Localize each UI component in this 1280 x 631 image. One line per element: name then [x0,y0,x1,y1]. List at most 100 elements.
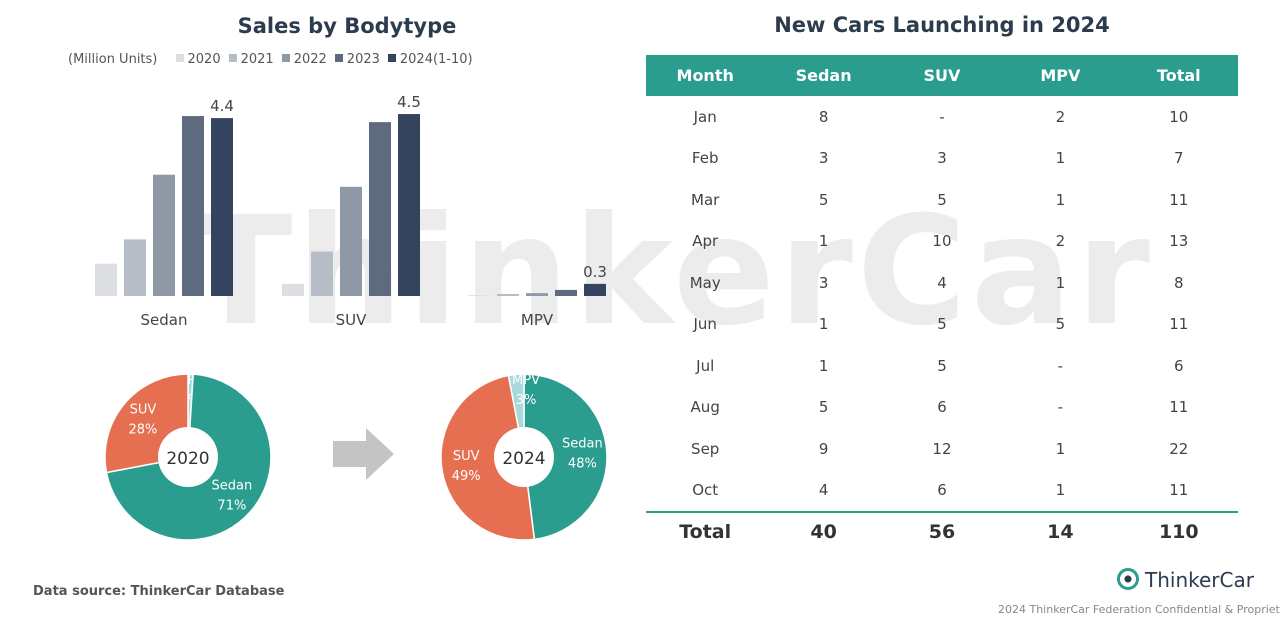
legend-label: 2021 [240,52,274,67]
bar-mpv-2020 [468,295,490,296]
table-header-cell: MPV [1001,55,1120,96]
table-cell: Feb [691,149,719,168]
table-cell: 4 [937,273,947,292]
donut-2020-slice-pct: 28% [128,423,157,438]
table-cell: 22 [1169,439,1189,458]
table-cell: 1 [1055,149,1066,168]
table-cell: Sep [691,439,720,458]
legend-swatch [334,54,343,62]
table-row: Jun 1 5 5 11 [646,304,1238,346]
table-cell: 3 [937,149,947,168]
table-cell: 3 [818,273,829,292]
table-cell: Jul [696,356,715,375]
table-cell: 4 [818,481,829,500]
transition-arrow-icon [333,428,394,480]
data-source: Data source: ThinkerCar Database [33,584,285,599]
table-cell: - [1057,398,1064,417]
table-cell: 1 [1055,439,1066,458]
table-row: Jul 1 5 - 6 [646,345,1238,387]
donut-2020-slice-pct: 71% [217,499,246,514]
bar-chart-title: Sales by Bodytype [237,14,457,38]
table-header-cell: SUV [882,55,1002,96]
table-cell: 11 [1169,190,1189,209]
table-cell: 8 [818,107,829,126]
table-cell: Aug [690,398,720,417]
bar-suv-2024(1-10) [398,114,420,296]
table-row: May 3 4 1 8 [646,262,1238,304]
table-cell: 11 [1169,481,1189,500]
table-cell: 8 [1174,273,1184,292]
table-total-cell: 14 [1001,511,1120,551]
bar-sedan-2023 [182,116,204,296]
brand-logo: ThinkerCar [1117,568,1254,592]
bar-legend: (Million Units) 2020 2021 2022 2023 2024(1-1… [68,52,481,67]
bar-mpv-2023 [555,289,577,296]
bar-mpv-2021 [497,293,519,296]
category-label: MPV [521,311,554,329]
table-cell: 11 [1169,315,1189,334]
donut-2024-hole [494,427,554,487]
table-cell: 3 [818,149,829,168]
donut-2020-slice-name: SUV [130,403,157,418]
legend-label: 2022 [293,52,327,67]
table-cell: 2 [1055,107,1066,126]
bar-suv-2022 [340,186,362,296]
bar-mpv-2024(1-10) [584,283,606,296]
table-cell: 5 [818,190,829,209]
table-cell: 5 [937,315,947,334]
table-row: Jan 8 - 2 10 [646,96,1238,138]
table-title: New Cars Launching in 2024 [774,13,1110,37]
legend-swatch [228,54,237,62]
table-cell: Apr [692,232,719,251]
table-cell: 13 [1169,232,1189,251]
table-cell: 6 [937,481,947,500]
category-label: SUV [336,311,368,329]
legend-label: 2024(1-10) [399,52,473,67]
table-cell: - [1057,356,1064,375]
table-header-cell: Sedan [764,55,883,96]
table-cell: 10 [932,232,952,251]
table-cell: 2 [1055,232,1066,251]
bar-sedan-2022 [153,174,175,296]
donut-2024-slice-pct: 48% [568,456,597,471]
brand-name: ThinkerCar [1145,568,1254,592]
table-header-row: Month Sedan SUV MPV Total [646,55,1238,96]
brand-icon [1117,568,1139,590]
table-cell: 1 [818,315,829,334]
donut-2024-slice-pct: 49% [452,469,481,484]
legend-entry: 2021 [228,52,274,67]
table-row: Aug 5 6 - 11 [646,387,1238,429]
legend-swatch [175,54,184,62]
donut-2024-slice-name: SUV [453,449,480,464]
legend-label: 2020 [187,52,221,67]
category-label: Sedan [141,311,188,329]
legend-entry: 2022 [281,52,327,67]
bar-suv-2021 [311,251,333,296]
charts-canvas: 4.4Sedan4.5SUV0.3MPVMPV1%Sedan71%SUV28%2… [95,93,608,541]
table-cell: 1 [1055,273,1066,292]
table-cell: 11 [1169,398,1189,417]
table-cell: Jun [693,315,717,334]
donut-2020-center-label: 2020 [166,449,209,469]
legend-swatch [281,54,290,62]
legend-entry: 2024(1-10) [387,52,473,67]
bar-sedan-2024(1-10) [211,118,233,296]
table-cell: 1 [1055,190,1066,209]
table-total-cell: Total [646,511,765,551]
table-cell: 5 [937,356,947,375]
bar-data-label: 4.4 [210,97,234,115]
legend-entry: 2023 [334,52,380,67]
table-cell: 12 [932,439,952,458]
table-cell: 6 [1174,356,1184,375]
table-cell: May [689,273,721,292]
unit-label: (Million Units) [68,52,158,67]
bar-data-label: 4.5 [397,93,421,111]
table-row: Mar 5 5 1 11 [646,179,1238,221]
bar-sedan-2021 [124,239,146,296]
table-row: Apr 1 10 2 13 [646,221,1238,263]
donut-2024-slice-name: MPV [512,373,540,388]
table-header-cell: Month [646,55,765,96]
table-cell: 10 [1169,107,1189,126]
donut-2020-hole [158,427,218,487]
bar-data-label: 0.3 [583,263,607,281]
